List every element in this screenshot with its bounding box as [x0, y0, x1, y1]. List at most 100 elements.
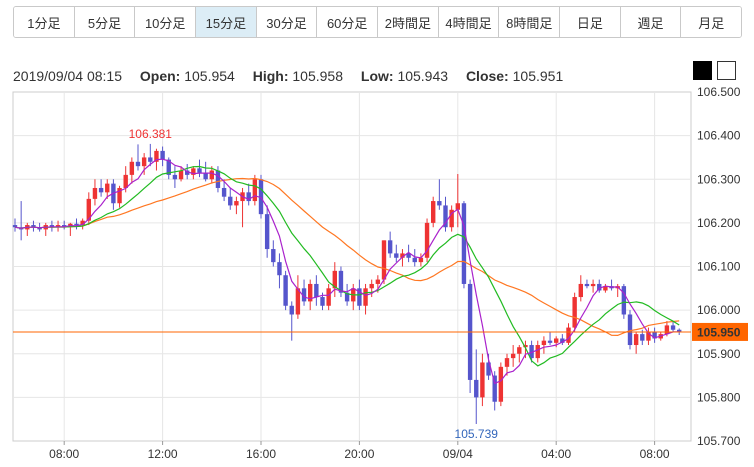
ma-long-line: [14, 177, 680, 337]
candle-body: [62, 225, 67, 228]
candle-body: [677, 329, 682, 332]
candle-body: [461, 203, 467, 284]
candle-body: [301, 288, 307, 302]
candle-body: [185, 170, 190, 175]
candle-body: [135, 161, 141, 167]
x-tick-label: 04:00: [541, 447, 571, 461]
candle-body: [498, 366, 504, 402]
dark-theme-button[interactable]: [693, 61, 712, 80]
candle-body: [295, 288, 301, 315]
candle-body: [221, 187, 227, 197]
y-tick-label: 105.900: [697, 347, 741, 361]
candle-body: [492, 375, 497, 402]
tab-timeframe-2[interactable]: 10分足: [135, 7, 197, 37]
ma-mid-line: [14, 165, 680, 367]
candle-body: [597, 283, 602, 291]
candle-body: [504, 358, 510, 367]
low-value: 105.943: [397, 68, 449, 84]
candle-body: [437, 201, 442, 206]
timeframe-tabs: 1分足 5分足 10分足 15分足 30分足 60分足 2時間足 4時間足 8時間足 日足 週足 月足: [13, 6, 742, 38]
candle-body: [394, 253, 399, 258]
candle-body: [246, 192, 251, 202]
candle-body: [117, 187, 122, 204]
candle-body: [74, 223, 79, 226]
tab-timeframe-9[interactable]: 日足: [560, 7, 621, 37]
tab-timeframe-11[interactable]: 月足: [681, 7, 741, 37]
candle-body: [264, 214, 270, 250]
open-value: 105.954: [184, 68, 235, 84]
candle-body: [554, 338, 559, 343]
x-tick-label: 08:00: [49, 447, 79, 461]
y-tick-label: 106.100: [697, 260, 741, 274]
candle-body: [258, 179, 264, 215]
tab-timeframe-1[interactable]: 5分足: [74, 7, 136, 37]
candle-body: [344, 292, 350, 302]
candle-body: [633, 334, 639, 346]
candle-body: [338, 270, 344, 293]
candle-body: [486, 362, 491, 376]
candle-body: [412, 257, 417, 263]
candle-body: [197, 168, 202, 173]
tab-timeframe-7[interactable]: 4時間足: [438, 7, 500, 37]
candle-body: [31, 225, 36, 228]
candle-body: [584, 283, 590, 287]
candle-body: [578, 283, 583, 298]
candle-body: [308, 283, 313, 302]
x-tick-label: 16:00: [246, 447, 276, 461]
candle-body: [603, 286, 608, 291]
ohlc-readout: 2019/09/04 08:15 Open: 105.954 High: 105…: [13, 68, 563, 84]
candle-body: [98, 187, 104, 193]
candle-body: [203, 172, 208, 180]
candle-body: [480, 362, 485, 398]
candle-body: [572, 297, 577, 328]
open-label: Open:: [139, 68, 181, 84]
candle-body: [406, 253, 411, 258]
candle-body: [566, 327, 571, 343]
candle-body: [627, 314, 633, 346]
candle-body: [148, 157, 153, 162]
candle-body: [670, 325, 676, 330]
candle-body: [271, 249, 276, 263]
candle-body: [640, 334, 645, 341]
candle-body: [320, 297, 325, 306]
candle-body: [178, 170, 184, 180]
light-theme-button[interactable]: [717, 61, 736, 80]
tab-timeframe-3[interactable]: 15分足: [196, 7, 257, 37]
candle-body: [55, 225, 61, 228]
tab-timeframe-5[interactable]: 60分足: [317, 7, 379, 37]
candle-body: [215, 170, 221, 188]
y-tick-label: 106.500: [697, 85, 741, 99]
candle-body: [369, 283, 374, 289]
candle-body: [234, 201, 239, 206]
candle-body: [523, 345, 528, 348]
tab-timeframe-8[interactable]: 8時間足: [499, 7, 561, 37]
candle-body: [455, 203, 460, 210]
candle-body: [431, 201, 436, 223]
candle-body: [289, 305, 294, 315]
ohlc-datetime: 2019/09/04 08:15: [13, 68, 122, 84]
candle-body: [209, 170, 214, 180]
y-tick-label: 106.000: [697, 303, 741, 317]
candle-body: [37, 227, 42, 230]
candle-body: [92, 187, 98, 199]
tab-timeframe-0[interactable]: 1分足: [14, 7, 75, 37]
tab-timeframe-10[interactable]: 週足: [620, 7, 682, 37]
candle-body: [646, 331, 651, 341]
candle-body: [387, 240, 393, 254]
candle-body: [154, 150, 159, 162]
y-tick-label: 106.200: [697, 216, 741, 230]
x-tick-label: 08:00: [640, 447, 670, 461]
candle-body: [590, 283, 596, 287]
tab-timeframe-6[interactable]: 2時間足: [378, 7, 439, 37]
y-tick-label: 105.700: [697, 434, 741, 448]
candle-body: [141, 157, 147, 167]
tab-timeframe-4[interactable]: 30分足: [256, 7, 318, 37]
current-price-badge: [692, 322, 748, 341]
candle-body: [400, 253, 405, 258]
candles: [12, 143, 682, 424]
max-price-label: 106.381: [129, 127, 173, 141]
high-label: High:: [252, 68, 289, 84]
candle-body: [381, 240, 387, 280]
candle-body: [332, 270, 337, 289]
